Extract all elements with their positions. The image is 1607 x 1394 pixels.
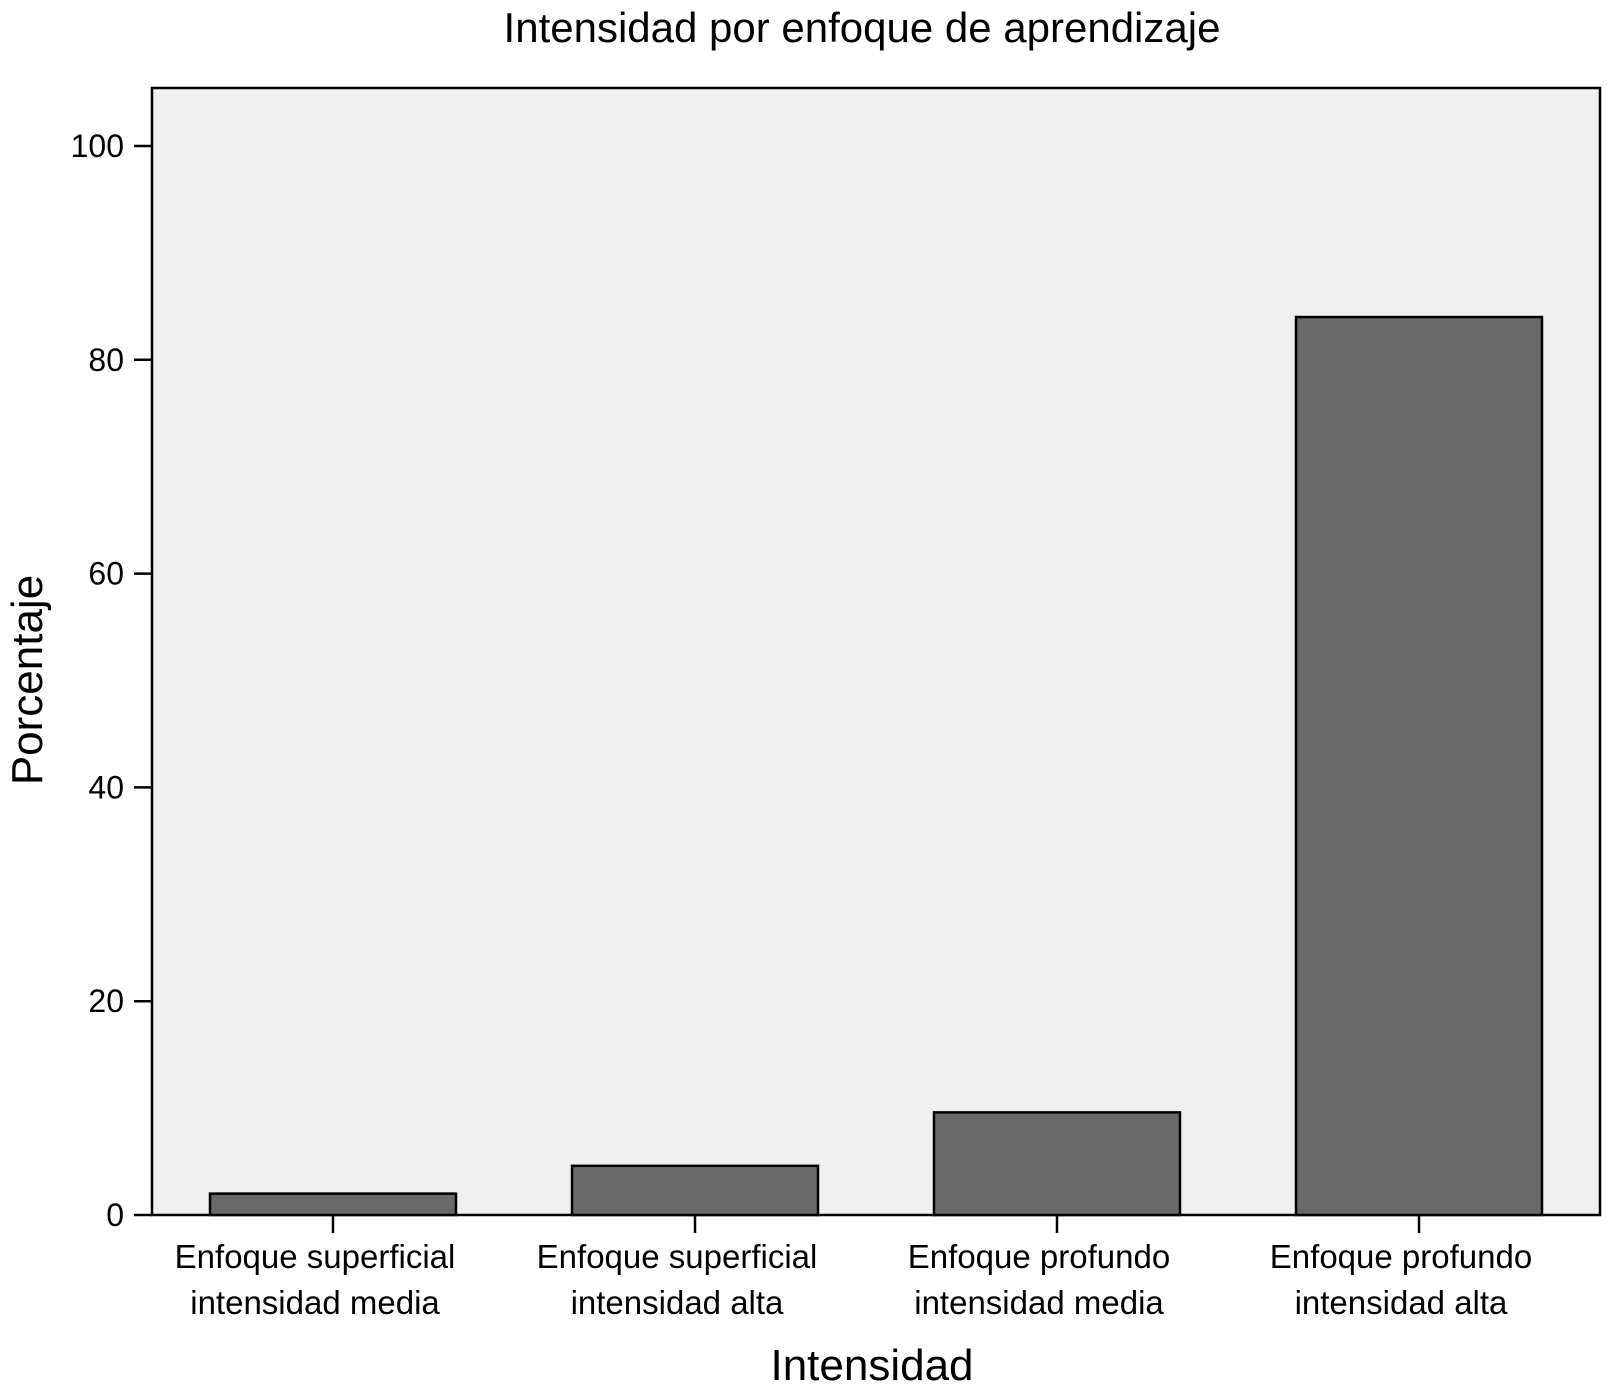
bars	[208, 315, 1544, 1217]
x-tick-label: Enfoque superficial intensidad alta	[537, 1238, 818, 1321]
bar	[932, 1111, 1182, 1217]
y-tick-label: 40	[88, 769, 124, 805]
y-tick-label: 0	[106, 1197, 124, 1233]
y-axis-title: Porcentaje	[3, 575, 52, 785]
y-tick-label: 60	[88, 556, 124, 592]
chart-title: Intensidad por enfoque de aprendizaje	[504, 4, 1221, 51]
x-axis-title: Intensidad	[770, 1341, 973, 1390]
bar	[1294, 315, 1544, 1217]
x-tick-label: Enfoque superficial intensidad media	[175, 1238, 456, 1321]
x-tick-label: Enfoque profundo intensidad alta	[1270, 1238, 1532, 1321]
bar	[570, 1164, 820, 1217]
y-tick-label: 80	[88, 342, 124, 378]
y-tick-label: 100	[71, 128, 124, 164]
x-axis-ticks: Enfoque superficial intensidad media Enfoq…	[175, 1215, 1532, 1321]
bar	[208, 1192, 458, 1217]
x-tick-label: Enfoque profundo intensidad media	[908, 1238, 1170, 1321]
y-tick-label: 20	[88, 983, 124, 1019]
y-axis-ticks: 0 20 40 60 80 100	[71, 128, 152, 1233]
